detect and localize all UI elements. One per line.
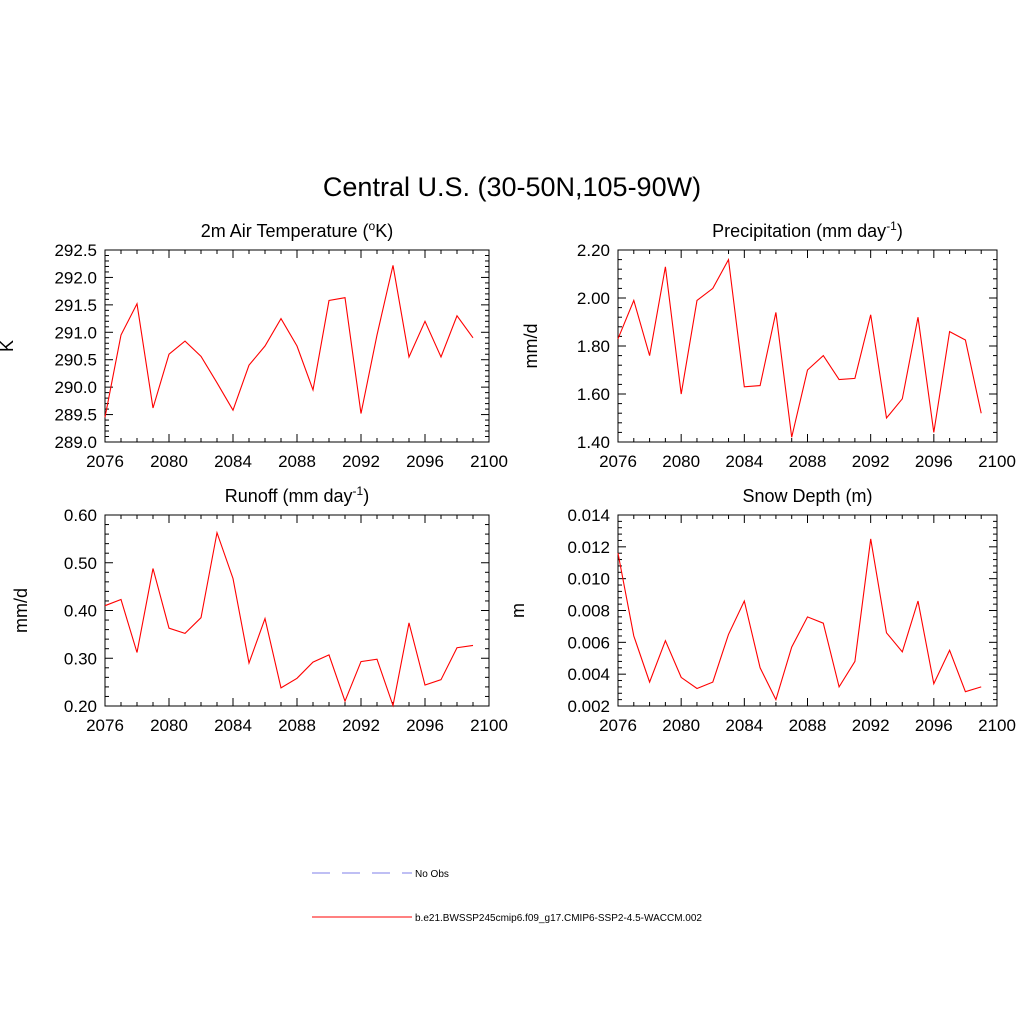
y-tick-label: 1.80 xyxy=(577,337,610,356)
chart-panels: 2m Air Temperature (oK) K 2076 2080 2084 2088… xyxy=(0,219,1016,735)
x-tick-label: 2076 xyxy=(86,452,124,471)
y-tick-label: 0.012 xyxy=(567,538,610,557)
chart-panel-2: Precipitation (mm day-1) mm/d 2076 2080 2084… xyxy=(521,219,1016,471)
x-tick-label: 2092 xyxy=(852,716,890,735)
y-tick-label: 0.004 xyxy=(567,665,610,684)
legend-label-no-obs: No Obs xyxy=(415,869,449,880)
x-tick-label: 2100 xyxy=(978,716,1016,735)
y-tick-label: 1.40 xyxy=(577,433,610,452)
x-tick-label: 2080 xyxy=(150,716,188,735)
y-tick-label: 0.010 xyxy=(567,570,610,589)
legend: No Obs b.e21.BWSSP245cmip6.f09_g17.CMIP6… xyxy=(312,869,702,924)
series-line-model xyxy=(104,265,474,418)
series-line-model xyxy=(104,530,474,708)
y-tick-label: 290.0 xyxy=(54,378,97,397)
x-tick-label: 2088 xyxy=(278,452,316,471)
x-tick-label: 2088 xyxy=(278,716,316,735)
y-tick-label: 1.60 xyxy=(577,385,610,404)
x-tick-label: 2076 xyxy=(599,452,637,471)
plot-frame xyxy=(104,514,490,707)
x-tick-label: 2080 xyxy=(662,452,700,471)
x-tick-label: 2096 xyxy=(406,716,444,735)
x-tick-label: 2084 xyxy=(725,452,763,471)
y-tick-label: 0.002 xyxy=(567,697,610,716)
y-tick-label: 0.006 xyxy=(567,633,610,652)
x-tick-label: 2088 xyxy=(789,452,827,471)
y-tick-label: 289.5 xyxy=(54,406,97,425)
y-axis-label: K xyxy=(0,340,17,352)
x-tick-label: 2080 xyxy=(150,452,188,471)
x-tick-label: 2092 xyxy=(342,452,380,471)
x-tick-label: 2076 xyxy=(86,716,124,735)
panel-title: Snow Depth (m) xyxy=(742,486,872,506)
series-line-model xyxy=(617,257,982,438)
y-tick-label: 0.40 xyxy=(64,602,97,621)
y-tick-label: 289.0 xyxy=(54,433,97,452)
y-axis-label: mm/d xyxy=(11,588,31,633)
panel-title: 2m Air Temperature (oK) xyxy=(201,219,393,241)
y-tick-label: 0.014 xyxy=(567,506,610,525)
chart-panel-1: 2m Air Temperature (oK) K 2076 2080 2084 2088… xyxy=(0,219,508,471)
x-tick-label: 2092 xyxy=(852,452,890,471)
y-tick-label: 0.008 xyxy=(567,602,610,621)
y-tick-label: 0.20 xyxy=(64,697,97,716)
x-tick-label: 2100 xyxy=(470,452,508,471)
x-tick-label: 2096 xyxy=(915,716,953,735)
y-tick-label: 290.5 xyxy=(54,351,97,370)
x-tick-label: 2084 xyxy=(214,716,252,735)
plot-frame xyxy=(617,514,998,707)
x-tick-label: 2096 xyxy=(406,452,444,471)
y-axis-label: mm/d xyxy=(521,324,541,369)
chart-panel-4: Snow Depth (m) m 2076 2080 2084 2088 2092 2096 2… xyxy=(508,486,1016,735)
x-tick-label: 2084 xyxy=(214,452,252,471)
y-tick-label: 291.5 xyxy=(54,296,97,315)
panel-title: Precipitation (mm day-1) xyxy=(712,219,903,241)
x-tick-label: 2092 xyxy=(342,716,380,735)
y-tick-label: 0.30 xyxy=(64,649,97,668)
x-tick-label: 2084 xyxy=(725,716,763,735)
series-line-model xyxy=(617,538,982,702)
x-tick-label: 2088 xyxy=(789,716,827,735)
figure-title: Central U.S. (30-50N,105-90W) xyxy=(323,172,701,202)
y-tick-label: 2.20 xyxy=(577,241,610,260)
panel-title: Runoff (mm day-1) xyxy=(225,484,369,506)
legend-label-model: b.e21.BWSSP245cmip6.f09_g17.CMIP6-SSP2-4… xyxy=(415,913,702,924)
y-tick-label: 292.0 xyxy=(54,268,97,287)
y-tick-label: 291.0 xyxy=(54,323,97,342)
x-tick-label: 2080 xyxy=(662,716,700,735)
y-axis-label: m xyxy=(508,603,528,618)
y-tick-label: 292.5 xyxy=(54,241,97,260)
x-tick-label: 2100 xyxy=(978,452,1016,471)
y-tick-label: 0.60 xyxy=(64,506,97,525)
x-tick-label: 2100 xyxy=(470,716,508,735)
chart-panel-3: Runoff (mm day-1) mm/d 2076 2080 2084 2088 209… xyxy=(11,484,508,735)
x-tick-label: 2096 xyxy=(915,452,953,471)
x-tick-label: 2076 xyxy=(599,716,637,735)
y-tick-label: 0.50 xyxy=(64,554,97,573)
y-tick-label: 2.00 xyxy=(577,289,610,308)
